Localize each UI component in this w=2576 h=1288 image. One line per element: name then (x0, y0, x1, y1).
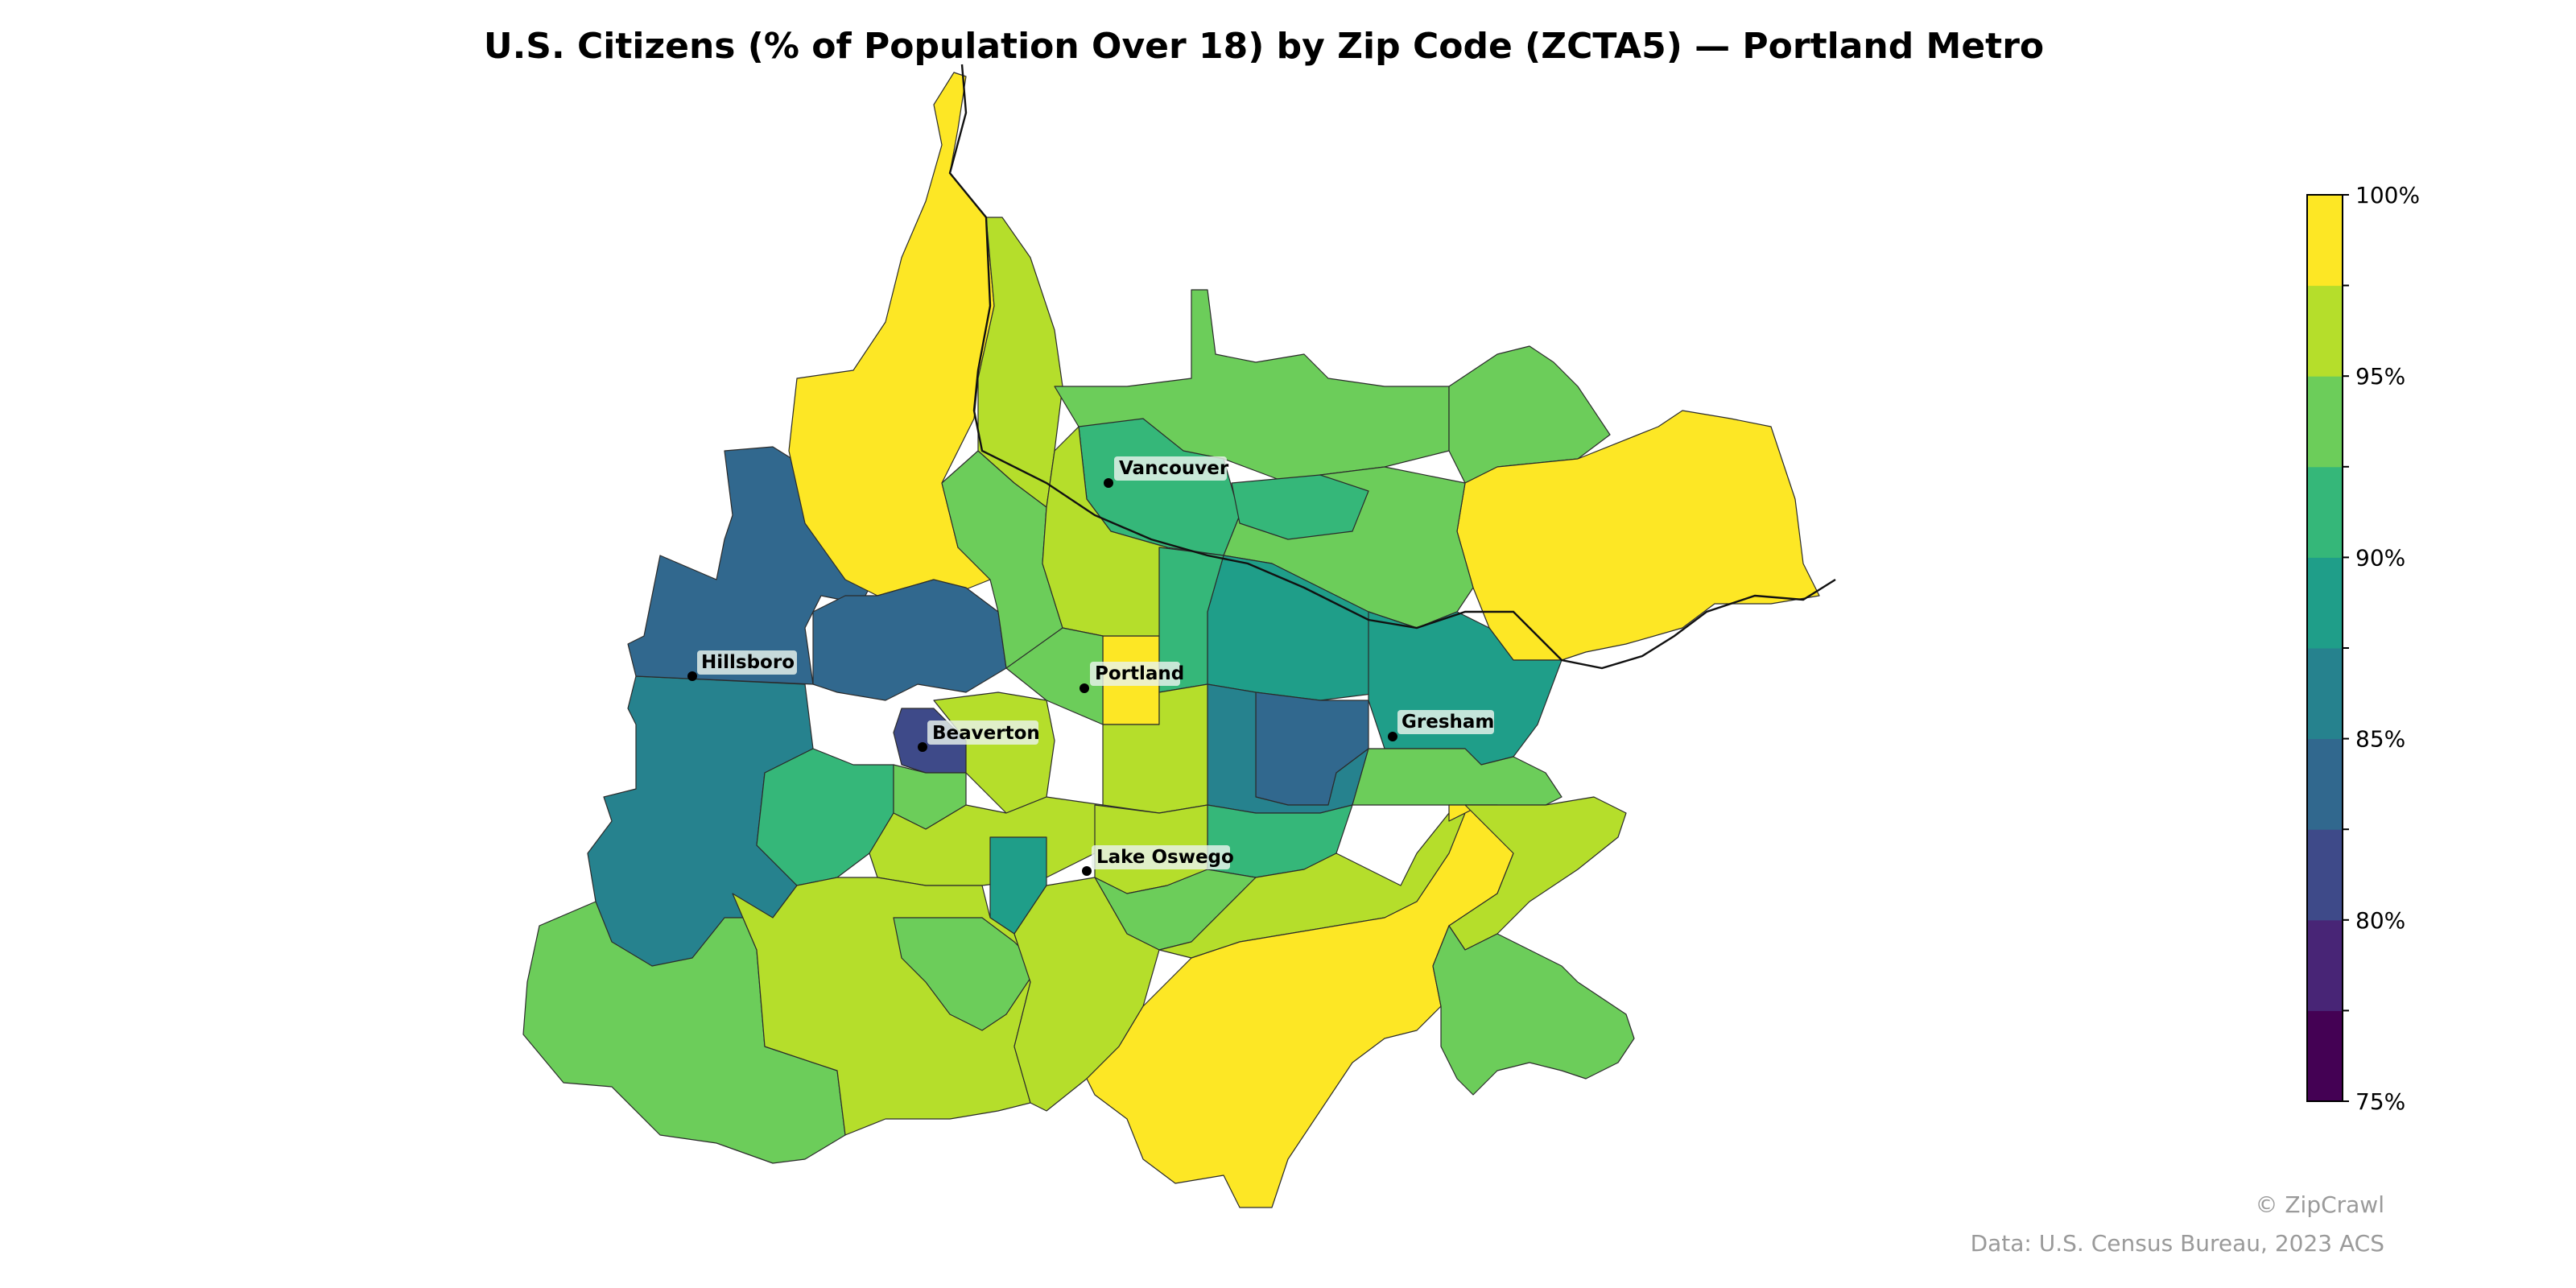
city-marker-hillsboro: Hillsboro (687, 650, 797, 681)
zip-region-gresham-south (1352, 748, 1563, 806)
city-dot-icon (918, 742, 927, 752)
legend-band (2307, 466, 2343, 558)
legend-band (2307, 376, 2343, 468)
color-legend: 75% 80% 85% 90% 95% 100% (2306, 182, 2420, 1115)
legend-band (2307, 738, 2343, 830)
city-marker-vancouver: Vancouver (1104, 456, 1229, 488)
city-marker-lake-oswego: Lake Oswego (1082, 845, 1234, 876)
zip-region-wilsonville (893, 917, 1039, 1031)
legend-bands (2307, 195, 2343, 1102)
city-dot-icon (1104, 478, 1113, 488)
zip-region-vancouver-se (1231, 474, 1369, 540)
legend-band (2307, 285, 2343, 377)
zip-regions (522, 72, 1820, 1208)
city-dot-icon (1080, 683, 1089, 693)
city-label-beaverton: Beaverton (932, 723, 1040, 744)
legend-tick-label: 90% (2355, 544, 2405, 571)
city-dot-icon (1082, 866, 1092, 876)
legend-tick-label: 80% (2355, 907, 2405, 934)
city-dot-icon (687, 671, 697, 681)
city-marker-beaverton: Beaverton (918, 720, 1040, 752)
state-line (948, 64, 1836, 670)
legend-tick-label: 95% (2355, 363, 2405, 390)
legend-band (2307, 1010, 2343, 1102)
zip-region-inner-se (1102, 683, 1208, 814)
city-marker-gresham: Gresham (1388, 710, 1494, 741)
legend-band (2307, 648, 2343, 740)
legend-band (2307, 557, 2343, 649)
city-label-vancouver: Vancouver (1119, 458, 1229, 479)
legend-band (2307, 919, 2343, 1011)
legend-band (2307, 195, 2343, 287)
legend-ticks: 75% 80% 85% 90% 95% 100% (2343, 182, 2420, 1115)
legend-tick-label: 100% (2355, 182, 2420, 208)
city-markers: Vancouver Portland Hillsboro Beaverton G… (687, 456, 1494, 876)
zip-region-north-beaverton (812, 579, 1007, 701)
city-marker-portland: Portland (1080, 662, 1184, 693)
city-dot-icon (1388, 732, 1397, 741)
zip-region-camas (1448, 345, 1611, 484)
zip-region-estacada (1448, 796, 1627, 951)
legend-tick-label: 85% (2355, 726, 2405, 753)
map-title: U.S. Citizens (% of Population Over 18) … (484, 26, 2044, 67)
city-label-lake-oswego: Lake Oswego (1096, 847, 1234, 868)
zip-region-central-north (1042, 426, 1168, 637)
city-label-gresham: Gresham (1402, 712, 1494, 733)
brand-credit: © ZipCrawl (2255, 1191, 2384, 1218)
city-label-portland: Portland (1095, 663, 1184, 684)
source-credit: Data: U.S. Census Bureau, 2023 ACS (1971, 1230, 2384, 1257)
legend-tick-label: 75% (2355, 1088, 2405, 1115)
zip-region-sandy (1432, 925, 1635, 1096)
legend-band (2307, 829, 2343, 921)
city-label-hillsboro: Hillsboro (701, 652, 795, 673)
